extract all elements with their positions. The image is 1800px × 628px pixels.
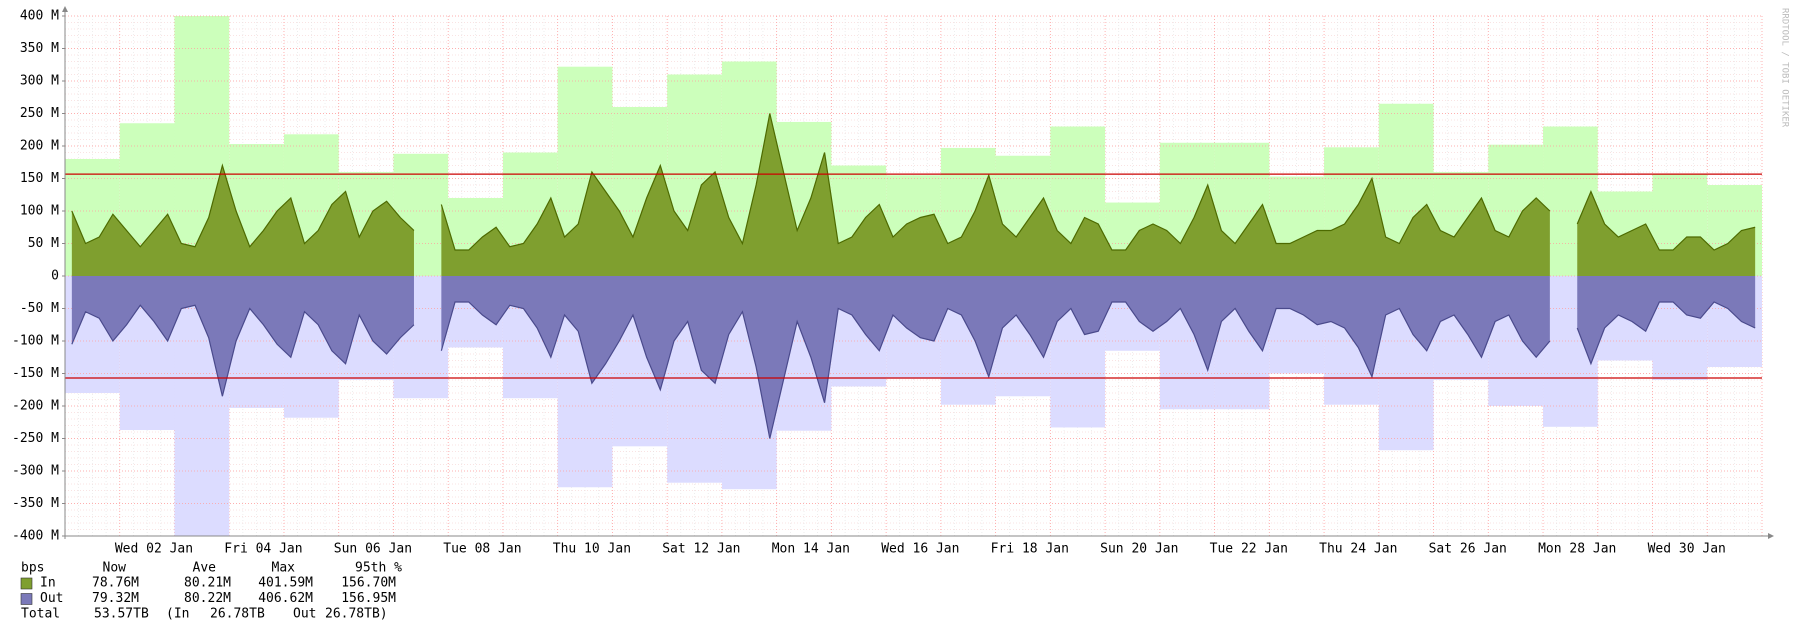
x-tick-label: Tue 22 Jan (1210, 542, 1288, 557)
legend-header: 95th % (355, 561, 402, 576)
area (71, 276, 1756, 439)
y-tick-label: -200 M (12, 399, 59, 414)
x-tick-label: Thu 10 Jan (553, 542, 631, 557)
y-tick-label: 150 M (20, 171, 59, 186)
legend-header: Ave (193, 561, 217, 576)
legend-label: Out (40, 591, 63, 606)
legend-total: 26.78TB (210, 607, 265, 622)
legend-value: 80.22M (184, 591, 231, 606)
legend-value: 156.70M (341, 576, 396, 591)
y-tick-label: -400 M (12, 529, 59, 544)
legend-value: 401.59M (258, 576, 313, 591)
x-tick-label: Wed 30 Jan (1648, 542, 1726, 557)
y-tick-label: 350 M (20, 41, 59, 56)
x-tick-label: Sun 06 Jan (334, 542, 412, 557)
x-tick-label: Wed 02 Jan (115, 542, 193, 557)
y-tick-label: 50 M (28, 236, 59, 251)
x-axis-arrow (1768, 533, 1774, 539)
y-tick-label: 100 M (20, 204, 59, 219)
x-tick-label: Tue 08 Jan (443, 542, 521, 557)
legend-header: bps (21, 561, 44, 576)
y-tick-label: -100 M (12, 334, 59, 349)
area-line (71, 301, 1756, 439)
legend-value: 156.95M (341, 591, 396, 606)
x-tick-label: Sat 12 Jan (662, 542, 740, 557)
y-tick-label: 250 M (20, 106, 59, 121)
legend-value: 80.21M (184, 576, 231, 591)
x-tick-label: Fri 04 Jan (224, 542, 302, 557)
legend-value: 79.32M (92, 591, 139, 606)
y-tick-label: -300 M (12, 464, 59, 479)
legend-header: Now (103, 561, 127, 576)
x-tick-label: Sat 26 Jan (1429, 542, 1507, 557)
legend-total: (In (166, 607, 189, 622)
y-tick-label: 400 M (20, 9, 59, 24)
legend-label: In (40, 576, 56, 591)
area (71, 113, 1756, 276)
y-tick-label: -350 M (12, 496, 59, 511)
legend-total: 26.78TB) (325, 607, 388, 622)
legend-total: Total (21, 607, 60, 622)
legend-header: Max (272, 561, 296, 576)
y-axis-arrow (62, 6, 68, 12)
y-tick-label: -150 M (12, 366, 59, 381)
x-tick-label: Mon 28 Jan (1538, 542, 1616, 557)
y-tick-label: -250 M (12, 431, 59, 446)
y-tick-label: 200 M (20, 139, 59, 154)
legend-value: 78.76M (92, 576, 139, 591)
x-tick-label: Mon 14 Jan (772, 542, 850, 557)
y-tick-label: -50 M (20, 301, 59, 316)
y-tick-label: 300 M (20, 74, 59, 89)
legend-value: 406.62M (258, 591, 313, 606)
watermark: RRDTOOL / TOBI OETIKER (1780, 8, 1790, 128)
x-tick-label: Wed 16 Jan (881, 542, 959, 557)
legend-swatch (20, 593, 33, 605)
x-tick-label: Sun 20 Jan (1100, 542, 1178, 557)
x-tick-label: Thu 24 Jan (1319, 542, 1397, 557)
legend-total: Out (293, 607, 316, 622)
area-line (71, 113, 1756, 251)
legend-swatch (20, 577, 33, 590)
y-tick-label: 0 (51, 269, 59, 284)
legend-total: 53.57TB (94, 607, 149, 622)
x-tick-label: Fri 18 Jan (991, 542, 1069, 557)
